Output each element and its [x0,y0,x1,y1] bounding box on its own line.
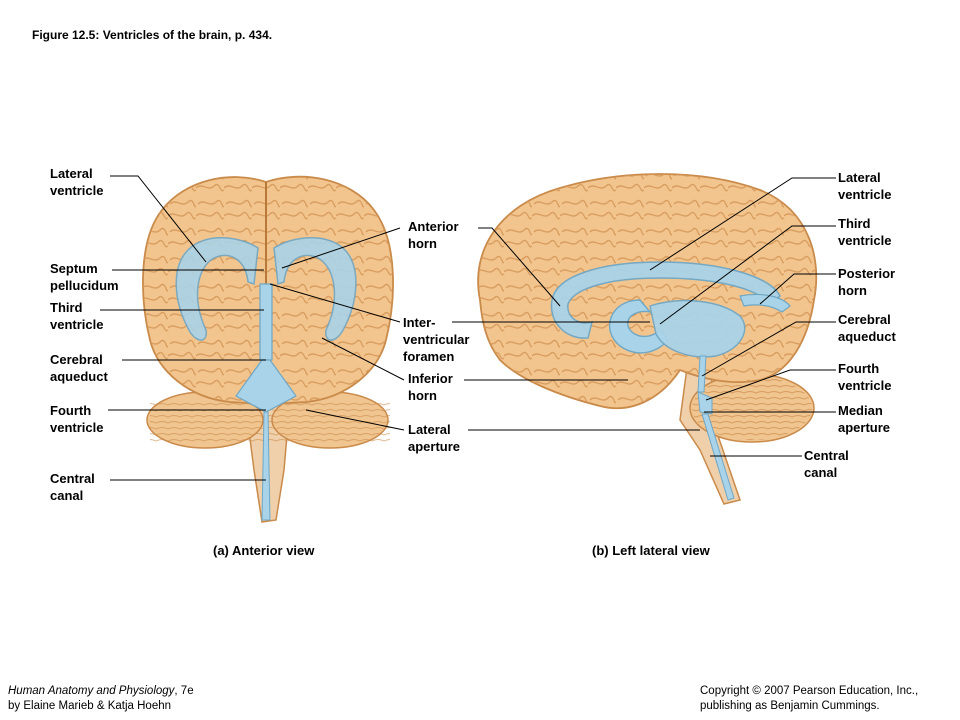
caption-lateral-view: (b) Left lateral view [592,543,710,558]
footer-copyright-line2: publishing as Benjamin Cummings. [700,700,880,712]
label-lateral-ventricle-lateral: Lateral ventricle [838,170,892,202]
leader-posterior-horn [759,273,836,305]
label-cerebral-aqueduct-lateral: Cerebral aqueduct [838,312,896,344]
leader-lateral-ventricle-b [649,177,836,271]
leader-anterior-horn-2 [478,227,561,307]
figure-title: Figure 12.5: Ventricles of the brain, p.… [32,28,273,42]
leader-lateral-ventricle-a [110,175,207,263]
leader-lateral-aperture-1 [305,409,405,431]
label-septum-pellucidum: Septum pellucidum [50,261,119,293]
label-fourth-ventricle-lateral: Fourth ventricle [838,361,892,393]
leader-anterior-horn-1 [281,227,401,269]
label-inferior-horn: Inferior horn [408,371,453,403]
footer-copyright-line1: Copyright © 2007 Pearson Education, Inc.… [700,685,919,697]
leader-cerebral-aqueduct-b [701,321,836,377]
leader-fourth-ventricle-b [705,369,836,401]
footer-authors: by Elaine Marieb & Katja Hoehn [8,700,172,712]
label-central-canal-lateral: Central canal [804,448,849,480]
anterior-ventricle-system [175,237,357,521]
label-central-canal-anterior: Central canal [50,471,95,503]
leader-inferior-horn-1 [321,337,405,381]
label-cerebral-aqueduct-anterior: Cerebral aqueduct [50,352,108,384]
footer-edition: , 7e [174,685,194,697]
label-median-aperture: Median aperture [838,403,891,435]
anterior-left-lateral-ventricle [175,237,259,341]
footer-book-title: Human Anatomy and Physiology [8,685,175,697]
anterior-fourth-ventricle [235,359,297,413]
lateral-third-ventricle [649,299,746,358]
anterior-brain [142,175,394,523]
footer-copyright: Copyright © 2007 Pearson Education, Inc.… [700,684,918,714]
anterior-third-ventricle [259,283,273,361]
lateral-cerebral-aqueduct [697,355,707,393]
anterior-central-canal [261,411,271,521]
label-third-ventricle-anterior: Third ventricle [50,300,104,332]
leader-lines [100,175,836,481]
lateral-fourth-ventricle [697,391,713,415]
leader-third-ventricle-b [659,225,836,325]
lateral-brain [477,173,818,505]
lateral-central-canal [701,413,735,501]
label-lateral-aperture: Lateral aperture [408,422,461,454]
label-lateral-ventricle-anterior: Lateral ventricle [50,166,104,198]
label-anterior-horn: Anterior horn [408,219,459,251]
label-third-ventricle-lateral: Third ventricle [838,216,892,248]
anterior-right-lateral-ventricle [273,237,357,341]
footer-book-info: Human Anatomy and Physiology, 7e by Elai… [8,684,194,714]
leader-interventricular-1 [269,283,401,323]
label-posterior-horn: Posterior horn [838,266,896,298]
lateral-posterior-horn [739,293,791,313]
lateral-ventricle-system [550,261,791,501]
label-fourth-ventricle-anterior: Fourth ventricle [50,403,104,435]
caption-anterior-view: (a) Anterior view [213,543,315,558]
label-interventricular-foramen: Inter- ventricular foramen [403,315,470,364]
